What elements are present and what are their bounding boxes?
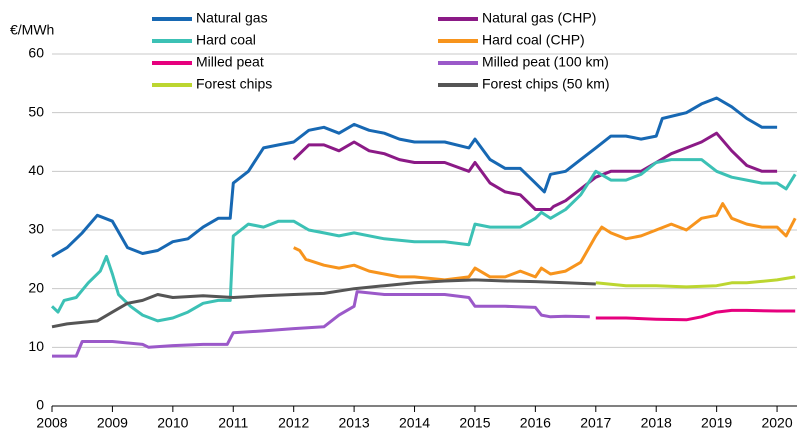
y-tick-label: 30 xyxy=(28,221,44,237)
legend-label: Natural gas xyxy=(196,10,268,26)
y-tick-label: 40 xyxy=(28,162,44,178)
y-tick-label: 0 xyxy=(36,397,44,413)
legend-label: Natural gas (CHP) xyxy=(482,10,596,26)
series-line xyxy=(52,290,590,358)
x-tick-label: 2011 xyxy=(218,415,248,431)
x-tick-label: 2016 xyxy=(520,415,551,431)
series-line xyxy=(293,202,797,282)
legend-label: Forest chips (50 km) xyxy=(482,76,610,92)
x-tick-label: 2018 xyxy=(641,415,672,431)
y-tick-label: 20 xyxy=(28,279,44,295)
x-tick-label: 2019 xyxy=(701,415,732,431)
x-tick-label: 2015 xyxy=(459,415,490,431)
x-tick-label: 2017 xyxy=(580,415,611,431)
y-tick-label: 50 xyxy=(28,103,44,119)
legend-label: Milled peat xyxy=(196,54,264,70)
y-tick-label: 10 xyxy=(28,338,44,354)
x-tick-label: 2008 xyxy=(36,415,67,431)
legend-label: Forest chips xyxy=(196,76,272,92)
series-line xyxy=(595,308,796,322)
x-tick-label: 2009 xyxy=(97,415,128,431)
series-line xyxy=(51,278,596,329)
x-tick-label: 2010 xyxy=(157,415,188,431)
legend-label: Hard coal (CHP) xyxy=(482,32,585,48)
y-tick-label: 60 xyxy=(28,45,44,61)
series-line xyxy=(51,96,778,258)
y-axis-label: €/MWh xyxy=(10,22,54,38)
x-tick-label: 2020 xyxy=(761,415,792,431)
legend-label: Hard coal xyxy=(196,32,256,48)
x-tick-label: 2014 xyxy=(399,415,430,431)
series-line xyxy=(595,275,796,289)
legend-label: Milled peat (100 km) xyxy=(482,54,609,70)
x-tick-label: 2013 xyxy=(339,415,370,431)
series-line xyxy=(292,131,778,211)
x-tick-label: 2012 xyxy=(278,415,309,431)
